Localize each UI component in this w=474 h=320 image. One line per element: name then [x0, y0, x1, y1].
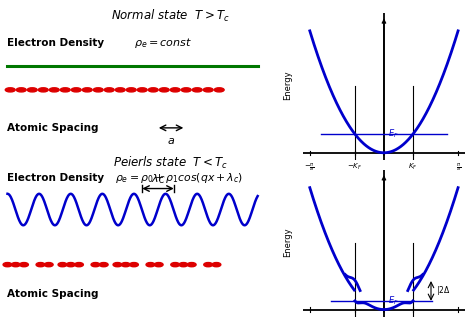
Text: $-\frac{\pi}{a}$: $-\frac{\pi}{a}$ [304, 319, 315, 320]
Circle shape [100, 262, 108, 267]
Circle shape [38, 88, 48, 92]
Circle shape [129, 262, 138, 267]
Circle shape [27, 88, 37, 92]
Circle shape [204, 262, 212, 267]
Circle shape [212, 262, 221, 267]
Circle shape [11, 262, 20, 267]
Text: $\rho_e = \rho_0 + \rho_1 cos(qx + \lambda_c)$: $\rho_e = \rho_0 + \rho_1 cos(qx + \lamb… [115, 171, 243, 185]
Circle shape [192, 88, 202, 92]
Circle shape [74, 262, 83, 267]
Text: Energy: Energy [283, 227, 292, 257]
Circle shape [5, 88, 15, 92]
Circle shape [179, 262, 188, 267]
Circle shape [203, 88, 213, 92]
Circle shape [159, 88, 169, 92]
Circle shape [121, 262, 130, 267]
Text: $K_F$: $K_F$ [408, 319, 418, 320]
Circle shape [137, 88, 147, 92]
Text: $\frac{\pi}{a}$: $\frac{\pi}{a}$ [456, 319, 461, 320]
Circle shape [19, 262, 28, 267]
Circle shape [115, 88, 125, 92]
Circle shape [36, 262, 45, 267]
Text: $a$: $a$ [167, 136, 175, 146]
Text: $\rho_e = const$: $\rho_e = const$ [134, 36, 192, 50]
Text: Normal state  $T > T_c$: Normal state $T > T_c$ [111, 8, 230, 24]
Circle shape [82, 88, 92, 92]
Text: Energy: Energy [283, 70, 292, 100]
Circle shape [146, 262, 155, 267]
Circle shape [93, 88, 103, 92]
Circle shape [60, 88, 70, 92]
Circle shape [126, 88, 136, 92]
Text: $E_F$: $E_F$ [388, 128, 399, 140]
Text: $\frac{\pi}{a}$: $\frac{\pi}{a}$ [456, 162, 461, 174]
Text: Wavevector K: Wavevector K [358, 178, 410, 187]
Text: Electron Density: Electron Density [8, 173, 105, 183]
Text: $-\frac{\pi}{a}$: $-\frac{\pi}{a}$ [304, 162, 315, 174]
Circle shape [16, 88, 26, 92]
Circle shape [3, 262, 12, 267]
Circle shape [91, 262, 100, 267]
Text: $K_F$: $K_F$ [408, 162, 418, 172]
Circle shape [214, 88, 224, 92]
Circle shape [181, 88, 191, 92]
Circle shape [71, 88, 81, 92]
Text: Electron Density: Electron Density [8, 38, 105, 48]
Text: Peierls state  $T < T_c$: Peierls state $T < T_c$ [113, 155, 228, 171]
Text: $-K_F$: $-K_F$ [347, 162, 363, 172]
Circle shape [49, 88, 59, 92]
Circle shape [170, 88, 180, 92]
Circle shape [187, 262, 196, 267]
Circle shape [171, 262, 180, 267]
Circle shape [104, 88, 114, 92]
Text: $|2\Delta$: $|2\Delta$ [436, 284, 451, 297]
Circle shape [113, 262, 122, 267]
Text: $-K_F$: $-K_F$ [347, 319, 363, 320]
Circle shape [148, 88, 158, 92]
Circle shape [66, 262, 75, 267]
Circle shape [155, 262, 163, 267]
Text: $E_F$: $E_F$ [388, 295, 399, 307]
Text: Atomic Spacing: Atomic Spacing [8, 123, 99, 133]
Text: $\lambda_C$: $\lambda_C$ [151, 172, 165, 186]
Circle shape [58, 262, 67, 267]
Circle shape [45, 262, 53, 267]
Text: Atomic Spacing: Atomic Spacing [8, 289, 99, 299]
